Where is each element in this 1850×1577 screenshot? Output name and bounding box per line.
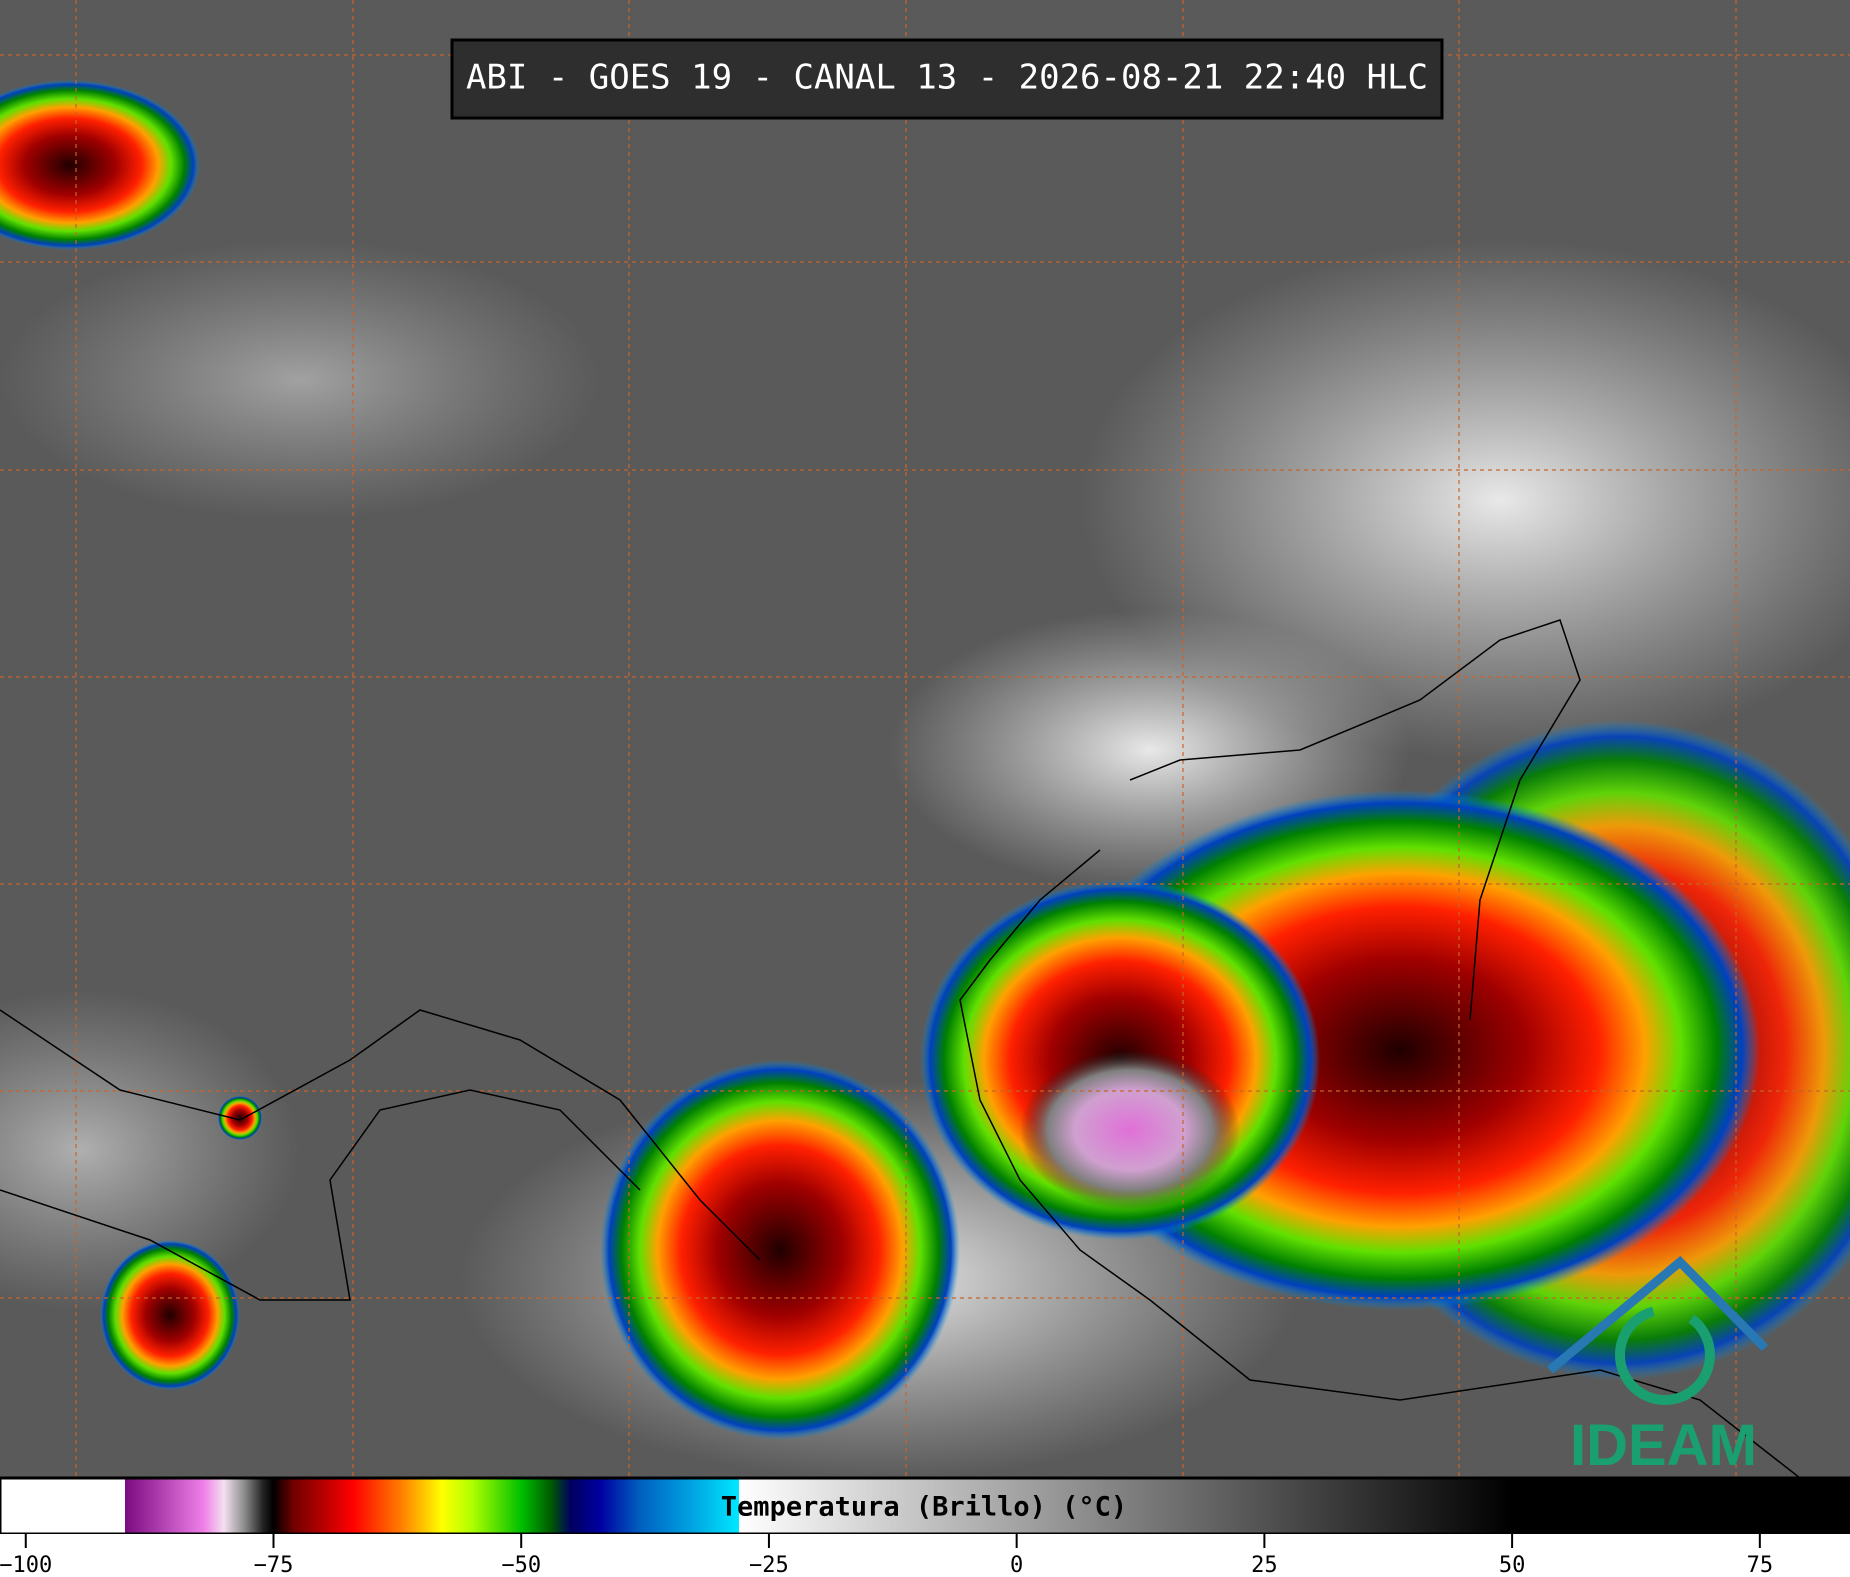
tick-label: −50 [501,1553,541,1577]
tick-area [0,1534,1850,1577]
tick-label: 50 [1499,1553,1526,1577]
tick-label: 25 [1251,1553,1278,1577]
title-box [450,38,1444,120]
tick-label: 0 [1010,1553,1023,1577]
imagery: IDEAM [0,0,1850,1480]
logo: IDEAM [1570,1413,1757,1478]
tick-label: 75 [1747,1553,1774,1577]
tick-label: −75 [254,1553,294,1577]
tick-label: −100 [0,1553,52,1577]
tick-label: −25 [749,1553,789,1577]
colorbar [0,1476,1850,1536]
title: ABI - GOES 19 - CANAL 13 - 2026-08-21 22… [466,58,1428,98]
colorbar-label: Temperatura (Brillo) (°C) [721,1492,1127,1523]
